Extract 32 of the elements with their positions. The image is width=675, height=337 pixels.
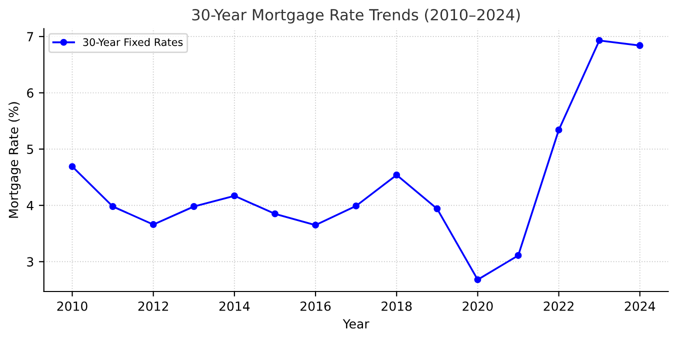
point [272, 210, 278, 218]
point [514, 252, 522, 259]
y-tick-label: 3 [27, 257, 34, 267]
x-tick-label: 2016 [300, 301, 331, 311]
y-tick-label: 5 [27, 144, 34, 154]
point [393, 172, 400, 178]
point [68, 163, 76, 170]
x-tick-label: 2024 [624, 301, 656, 311]
point [230, 192, 238, 200]
point [636, 42, 644, 50]
x-tick-label: 2014 [219, 301, 250, 311]
x-tick-label: 2018 [382, 301, 412, 311]
point [109, 203, 116, 210]
x-tick-label: 2012 [138, 301, 168, 311]
y-tick-label: 6 [27, 88, 34, 98]
y-tick-label: 4 [26, 201, 34, 210]
point [150, 221, 157, 228]
x-tick-label: 2022 [544, 301, 574, 311]
x-axis-title: Year [342, 319, 370, 329]
point [352, 202, 360, 210]
legend-label: 30-Year Fixed Rates [83, 38, 183, 46]
y-tick-label: 7 [27, 32, 34, 42]
point [555, 126, 562, 134]
point [474, 276, 482, 284]
point [596, 36, 603, 44]
point [434, 205, 441, 212]
point [190, 203, 198, 210]
x-tick-label: 2020 [462, 301, 493, 311]
point [312, 222, 319, 229]
y-axis-title: Mortgage Rate (%) [8, 102, 21, 218]
x-tick-label: 2010 [57, 301, 88, 311]
chart-title: 30-Year Mortgage Rate Trends (2010–2024) [192, 8, 520, 24]
